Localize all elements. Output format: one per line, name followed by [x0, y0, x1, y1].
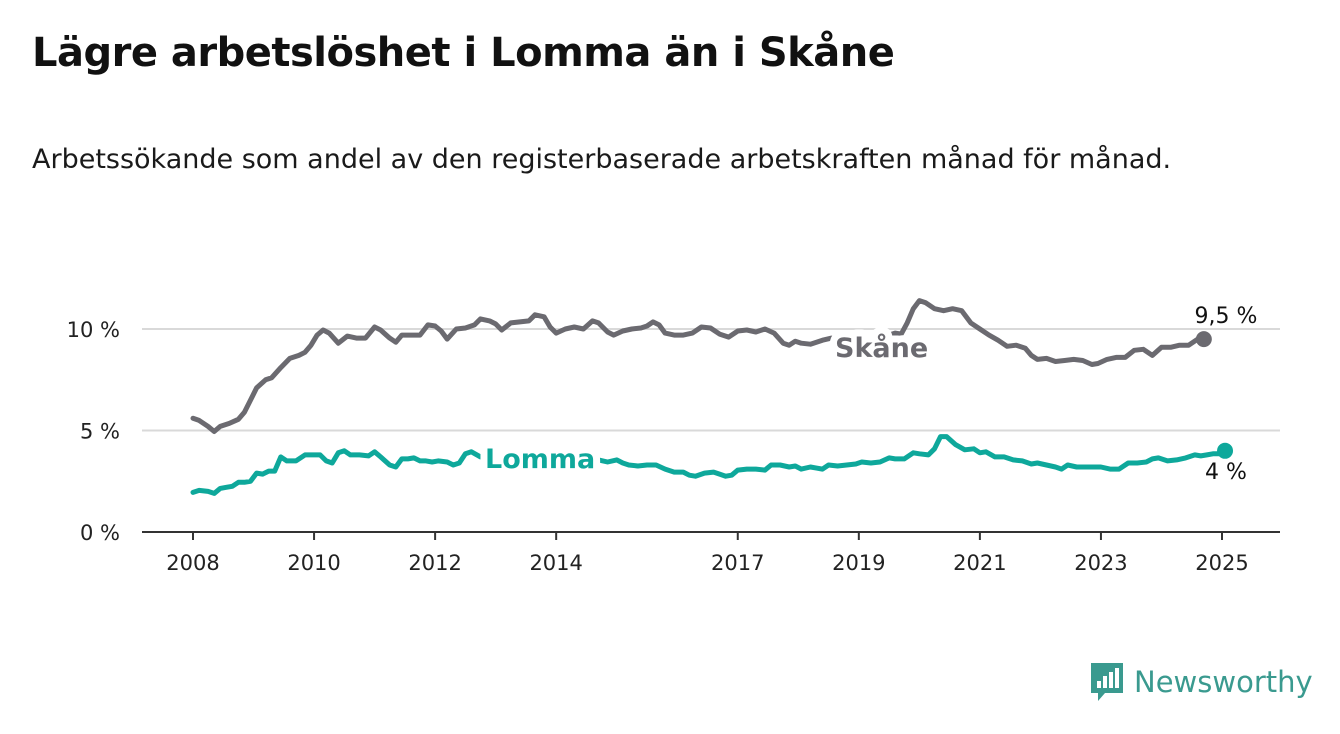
x-tick-label: 2008 [166, 551, 219, 575]
x-tick-label: 2017 [711, 551, 764, 575]
newsworthy-logo-icon [1091, 663, 1123, 701]
end-label-lomma: 4 % [1205, 460, 1247, 485]
x-tick-label: 2019 [832, 551, 885, 575]
brand-logo: Newsworthy [1088, 660, 1313, 704]
y-tick-label: 10 % [67, 318, 120, 342]
x-tick-label: 2014 [529, 551, 582, 575]
end-point-lomma [1217, 442, 1234, 459]
x-tick-label: 2021 [953, 551, 1006, 575]
series-label-lomma-halo: Lomma [485, 444, 595, 475]
x-tick-label: 2023 [1074, 551, 1127, 575]
y-tick-label: 0 % [80, 521, 120, 545]
series-line-skane [190, 298, 1207, 434]
brand-name: Newsworthy [1134, 665, 1313, 699]
y-tick-label: 5 % [80, 420, 120, 444]
chart-title: Lägre arbetslöshet i Lomma än i Skåne [32, 30, 895, 76]
series-label-skane-halo: Skåne [835, 332, 928, 364]
end-label-skane: 9,5 % [1195, 304, 1258, 329]
chart-subtitle: Arbetssökande som andel av den registerb… [32, 144, 1172, 175]
x-tick-label: 2012 [408, 551, 461, 575]
series-label-lomma: Lomma [485, 444, 595, 475]
axes: 0 % 5 % 10 % 2008 2010 2012 2014 2017 2019 2021 20… [67, 318, 1280, 575]
end-point-skane [1195, 331, 1212, 348]
line-chart: 0 % 5 % 10 % 2008 2010 2012 2014 2017 2019 2021 20… [67, 298, 1280, 575]
series-label-skane: Skåne [835, 332, 928, 364]
series-line-lomma [190, 434, 1228, 496]
series-lines [190, 298, 1234, 496]
x-tick-label: 2010 [287, 551, 340, 575]
x-tick-label: 2025 [1195, 551, 1248, 575]
